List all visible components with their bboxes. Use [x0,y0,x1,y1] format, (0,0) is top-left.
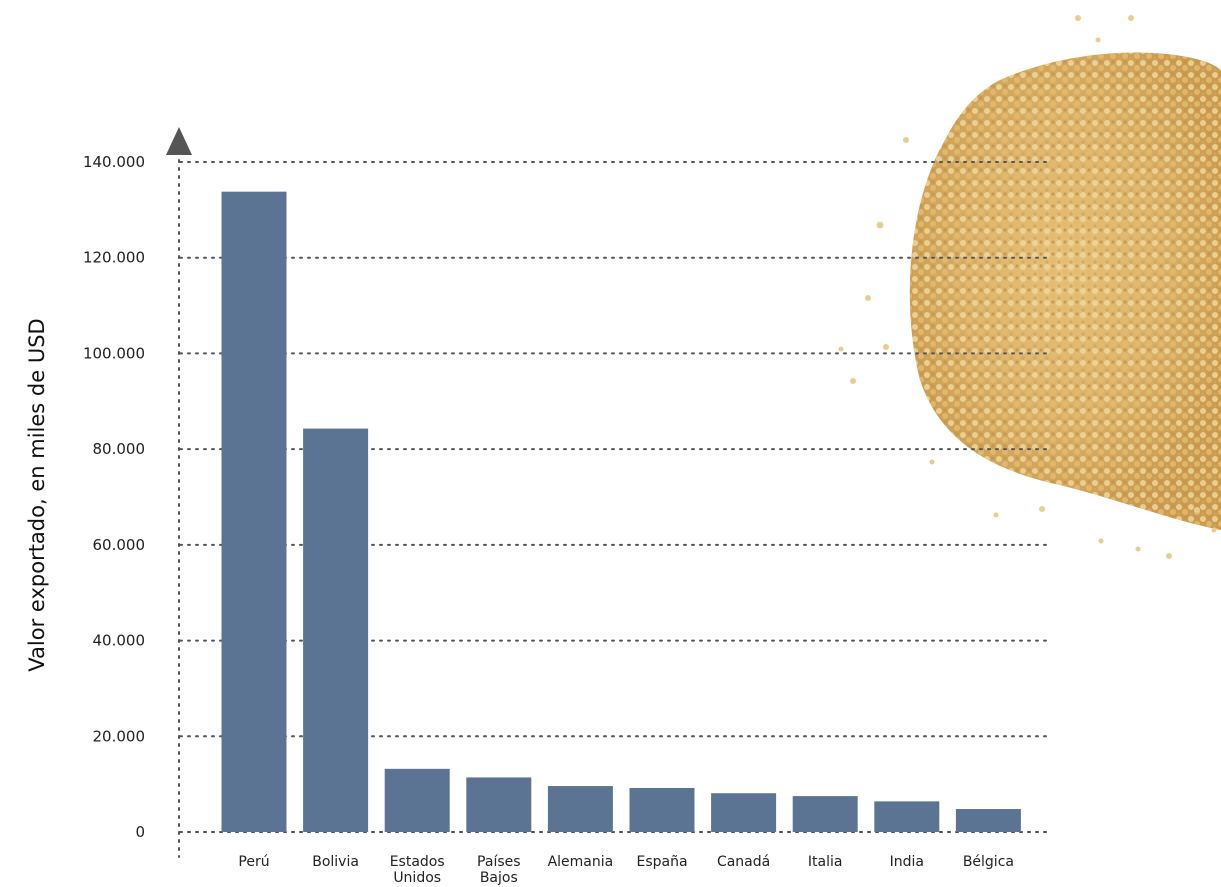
y-axis-arrow [166,127,192,155]
y-tick-label: 0 [135,823,145,841]
bar[interactable] [384,768,450,832]
x-tick-label: Alemania [548,854,614,870]
bar[interactable] [221,191,287,832]
y-tick-label: 20.000 [93,727,146,745]
bar[interactable] [629,787,695,832]
y-tick-label: 100.000 [83,344,145,362]
y-tick-label: 60.000 [93,536,146,554]
bar[interactable] [547,786,613,832]
bar[interactable] [874,801,940,832]
y-tick-label: 80.000 [93,440,146,458]
x-tick-label: India [890,854,924,870]
x-tick-label: Bolivia [312,854,359,870]
x-tick-label: Estados Unidos [390,854,445,886]
y-tick-label: 40.000 [93,632,146,650]
x-tick-label: Países Bajos [477,854,520,886]
bar[interactable] [792,796,858,832]
y-tick-label: 120.000 [83,249,145,267]
x-tick-label: Perú [238,854,269,870]
x-tick-label: Bélgica [963,854,1014,870]
y-tick-label: 140.000 [83,153,145,171]
y-axis-title: Valor exportado, en miles de USD [25,318,49,671]
bar[interactable] [303,428,369,832]
x-tick-label: Canadá [717,854,770,870]
bar[interactable] [711,793,777,832]
bar[interactable] [955,809,1021,832]
x-tick-label: Italia [808,854,843,870]
bar[interactable] [466,777,532,832]
x-tick-label: España [636,854,687,870]
quinoa-grain-image [838,15,1221,559]
